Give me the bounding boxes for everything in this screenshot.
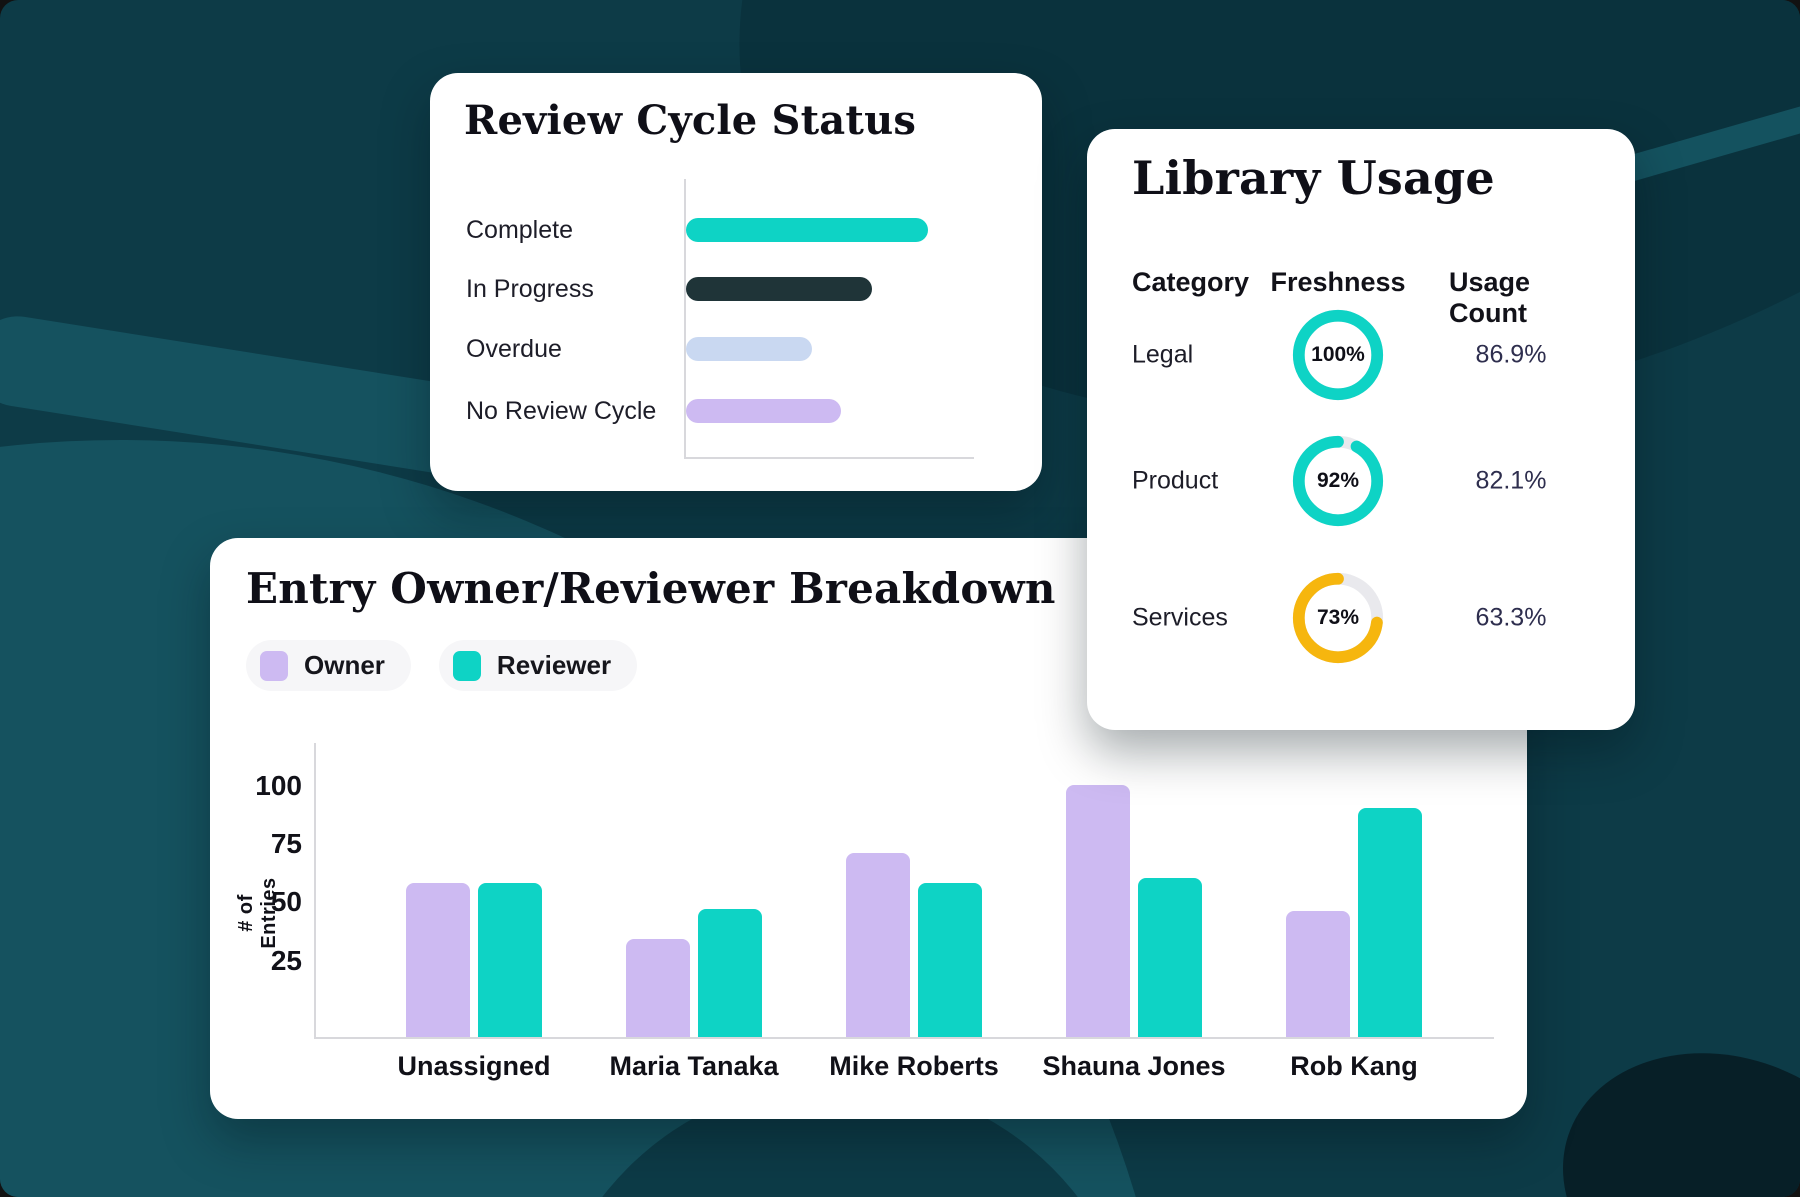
breakdown-x-axis-category-label: Shauna Jones [1042, 1051, 1226, 1081]
breakdown-bar-owner [1286, 911, 1350, 1037]
library-usage-count-value: 63.3% [1475, 603, 1547, 632]
breakdown-bar-owner [846, 853, 910, 1037]
library-category-label: Product [1132, 466, 1219, 495]
breakdown-bar-owner [626, 939, 690, 1037]
breakdown-x-axis-category-label: Maria Tanaka [609, 1051, 779, 1081]
breakdown-bar-group [406, 883, 542, 1037]
review-bar-label: In Progress [466, 274, 594, 303]
review-bar [686, 277, 872, 301]
breakdown-bar-group [1066, 785, 1202, 1037]
legend-label: Reviewer [496, 650, 612, 680]
library-usage-count-value: 82.1% [1475, 466, 1547, 495]
breakdown-bar-group [1286, 808, 1422, 1037]
library-freshness-percent: 92% [1316, 469, 1360, 492]
owner-color-swatch [260, 650, 288, 681]
breakdown-x-axis-category-label: Unassigned [397, 1051, 551, 1081]
breakdown-x-axis-line [314, 1037, 1494, 1039]
legend-label: Owner [304, 650, 385, 680]
library-column-header-freshness: Freshness [1270, 267, 1406, 297]
review-chart-y-axis-line [684, 179, 686, 459]
reviewer-color-swatch [452, 650, 481, 681]
freshness-ring-svg [1292, 435, 1384, 527]
breakdown-x-axis-category-label: Mike Roberts [829, 1051, 999, 1081]
review-cycle-status-card: Review Cycle Status Complete In Progress O… [430, 73, 1042, 491]
breakdown-bar-reviewer [1358, 808, 1422, 1037]
breakdown-bar-reviewer [1138, 878, 1202, 1037]
review-cycle-status-title: Review Cycle Status [464, 97, 917, 144]
breakdown-x-axis-category-label: Rob Kang [1290, 1051, 1418, 1081]
library-freshness-ring: 73% [1289, 569, 1387, 667]
entry-owner-reviewer-breakdown-title: Entry Owner/Reviewer Breakdown [246, 564, 1056, 613]
review-bar-label: Overdue [466, 334, 562, 363]
breakdown-bar-group [846, 853, 982, 1037]
breakdown-bar-reviewer [698, 909, 762, 1037]
library-usage-count-value: 86.9% [1475, 340, 1547, 369]
breakdown-y-tick-label: 50 [270, 886, 302, 918]
breakdown-y-tick-label: 100 [255, 769, 302, 801]
breakdown-bar-reviewer [478, 883, 542, 1037]
review-bar-label: No Review Cycle [466, 396, 657, 425]
breakdown-bar-owner [406, 883, 470, 1037]
review-bar [686, 337, 812, 361]
review-bar-label: Complete [466, 215, 573, 244]
library-freshness-ring: 100% [1289, 306, 1387, 404]
library-column-header-category: Category [1132, 267, 1250, 297]
breakdown-legend: Owner Reviewer [246, 640, 638, 691]
breakdown-grouped-bar-chart: # of Entries 25 50 75 100 Unassigned Maria Ta… [210, 538, 1527, 1119]
library-category-label: Services [1132, 603, 1228, 632]
breakdown-bar-reviewer [918, 883, 982, 1037]
legend-item-reviewer: Reviewer [438, 640, 638, 691]
library-freshness-ring: 92% [1289, 432, 1387, 530]
library-usage-title: Library Usage [1132, 151, 1495, 205]
breakdown-bar-owner [1066, 785, 1130, 1037]
library-freshness-percent: 73% [1316, 606, 1360, 629]
freshness-ring-svg [1292, 309, 1384, 401]
background-blob-bottom-right [1527, 1012, 1800, 1197]
legend-item-owner: Owner [246, 640, 411, 691]
freshness-ring-svg [1292, 572, 1384, 664]
library-column-header-usage-count: Usage Count [1449, 267, 1531, 328]
review-cycle-status-chart: Complete In Progress Overdue No Review Cycl… [430, 73, 1042, 491]
library-category-label: Legal [1132, 340, 1194, 369]
review-bar [686, 218, 928, 242]
review-chart-x-axis-line [684, 457, 974, 459]
breakdown-y-axis-line [314, 743, 316, 1039]
breakdown-y-tick-label: 25 [270, 944, 302, 976]
review-bar [686, 399, 841, 423]
breakdown-bar-group [626, 909, 762, 1037]
library-usage-card: Library Usage Category Freshness Usage C… [1087, 129, 1635, 730]
library-freshness-percent: 100% [1311, 343, 1365, 366]
breakdown-y-tick-label: 75 [270, 828, 302, 859]
